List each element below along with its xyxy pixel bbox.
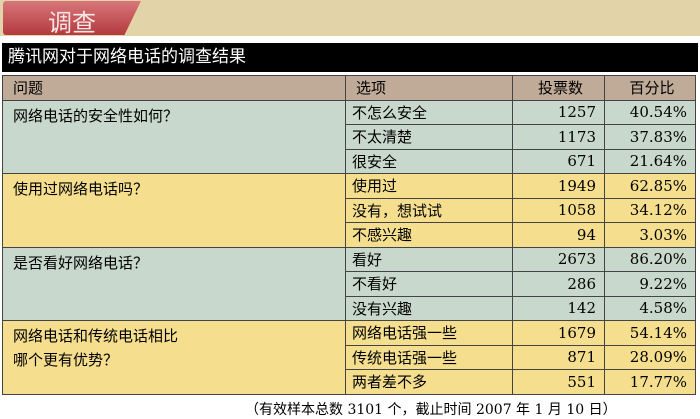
option-cell: 不感兴趣 — [345, 222, 513, 248]
percent-cell: 54.14% — [604, 320, 696, 346]
option-cell: 传统电话强一些 — [345, 344, 513, 370]
votes-cell: 1257 — [512, 99, 605, 125]
percent-cell: 86.20% — [604, 246, 696, 272]
option-cell: 使用过 — [345, 173, 513, 199]
votes-cell: 142 — [512, 295, 605, 321]
table-row: 使用过网络电话吗？ 使用过 1949 62.85% — [2, 173, 696, 248]
votes-cell: 1058 — [512, 197, 605, 223]
option-cell: 不太清楚 — [345, 124, 513, 150]
question-cell: 是否看好网络电话？ — [2, 246, 346, 321]
option-cell: 网络电话强一些 — [345, 320, 513, 346]
percent-cell: 21.64% — [604, 148, 696, 174]
percent-cell: 17.77% — [604, 369, 696, 395]
table-row: 很安全 671 21.64% — [3, 148, 696, 174]
option-cell: 很安全 — [345, 148, 513, 174]
percent-cell: 40.54% — [604, 99, 696, 125]
votes-cell: 1949 — [512, 173, 605, 199]
percent-cell: 3.03% — [604, 222, 696, 248]
question-cell: 网络电话和传统电话相比 哪个更有优势？ — [2, 320, 346, 395]
votes-cell: 1679 — [512, 320, 605, 346]
option-cell: 没有兴趣 — [345, 295, 513, 321]
table-row: 网络电话和传统电话相比 哪个更有优势？ 网络电话强一些 1679 54.14% — [2, 320, 696, 395]
percent-cell: 37.83% — [604, 124, 696, 150]
percent-cell: 9.22% — [604, 271, 696, 297]
option-cell: 两者差不多 — [345, 369, 513, 395]
votes-cell: 94 — [512, 222, 605, 248]
table-row: 网络电话的安全性如何？ 不怎么安全 1257 40.54% — [2, 99, 696, 174]
votes-cell: 871 — [512, 344, 605, 370]
votes-cell: 1173 — [512, 124, 605, 150]
option-cell: 看好 — [345, 246, 513, 272]
votes-cell: 671 — [512, 148, 605, 174]
table-row: 是否看好网络电话？ 看好 2673 86.20% — [2, 246, 696, 321]
col-votes: 投票数 — [512, 75, 605, 101]
col-option: 选项 — [345, 75, 513, 101]
percent-cell: 28.09% — [604, 344, 696, 370]
votes-cell: 2673 — [512, 246, 605, 272]
col-question: 问题 — [2, 75, 346, 101]
table-row: 没有兴趣 142 4.58% — [3, 295, 696, 321]
percent-cell: 62.85% — [604, 173, 696, 199]
footnote: （有效样本总数 3101 个，截止时间 2007 年 1 月 10 日） — [245, 402, 617, 418]
question-cell: 使用过网络电话吗？ — [2, 173, 346, 248]
option-cell: 不看好 — [345, 271, 513, 297]
votes-cell: 551 — [512, 369, 605, 395]
option-cell: 不怎么安全 — [345, 99, 513, 125]
table-row: 不感兴趣 94 3.03% — [3, 222, 696, 248]
header-row: 问题 选项 投票数 百分比 — [2, 75, 696, 101]
table-row: 没有，想试试 1058 34.12% — [3, 197, 696, 223]
section-tab-label: 调查 — [48, 9, 96, 37]
table-row: 两者差不多 551 17.77% — [3, 369, 696, 395]
col-percent: 百分比 — [604, 75, 696, 101]
section-tab: 调查 — [3, 1, 141, 35]
table-row: 不太清楚 1173 37.83% — [3, 124, 696, 150]
votes-cell: 286 — [512, 271, 605, 297]
percent-cell: 4.58% — [604, 295, 696, 321]
percent-cell: 34.12% — [604, 197, 696, 223]
survey-table: 问题 选项 投票数 百分比 网络电话的安全性如何？ 不怎么安全 1257 40.54%… — [2, 75, 696, 395]
question-cell: 网络电话的安全性如何？ — [2, 99, 346, 174]
option-cell: 没有，想试试 — [345, 197, 513, 223]
table-row: 不看好 286 9.22% — [3, 271, 696, 297]
table-title: 腾讯网对于网络电话的调查结果 — [2, 43, 698, 72]
